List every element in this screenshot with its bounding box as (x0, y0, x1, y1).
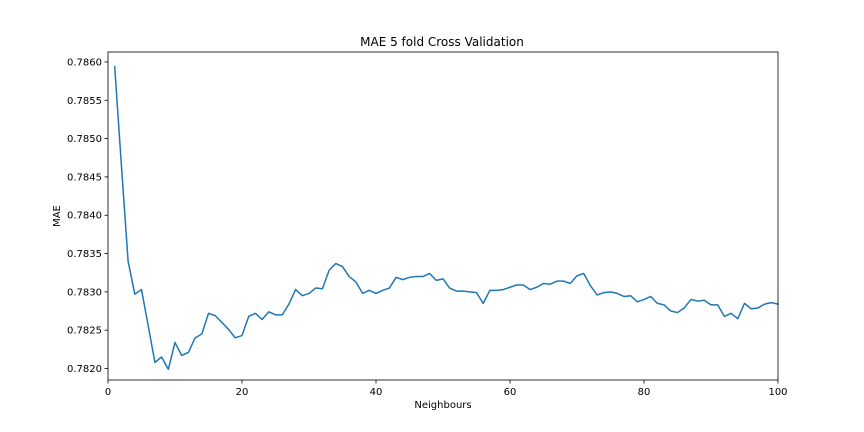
x-tick-label: 60 (504, 387, 517, 398)
series-line (113, 65, 779, 371)
x-tick-label: 100 (768, 387, 787, 398)
y-tick-label: 0.7840 (67, 211, 102, 222)
y-tick-label: 0.7845 (67, 172, 102, 183)
y-tick-label: 0.7825 (67, 326, 102, 337)
x-tick-label: 40 (370, 387, 383, 398)
x-axis-label: Neighbours (414, 400, 471, 411)
y-tick-label: 0.7830 (67, 287, 102, 298)
y-tick-label: 0.7820 (67, 364, 102, 375)
x-axis-ticks: 0 20 40 60 80 100 (105, 380, 788, 398)
chart-title: MAE 5 fold Cross Validation (360, 35, 524, 49)
y-tick-label: 0.7835 (67, 249, 102, 260)
x-tick-label: 80 (638, 387, 651, 398)
y-tick-label: 0.7855 (67, 96, 102, 107)
data-points (114, 66, 779, 370)
plot-area-frame (107, 51, 779, 381)
y-tick-label: 0.7850 (67, 134, 102, 145)
y-axis-ticks: 0.7820 0.7825 0.7830 0.7835 0.7840 0.7845 0.78… (67, 57, 108, 375)
y-axis-label: MAE (52, 205, 63, 227)
x-tick-label: 20 (236, 387, 249, 398)
y-tick-label: 0.7860 (67, 57, 102, 68)
x-tick-label: 0 (105, 387, 111, 398)
